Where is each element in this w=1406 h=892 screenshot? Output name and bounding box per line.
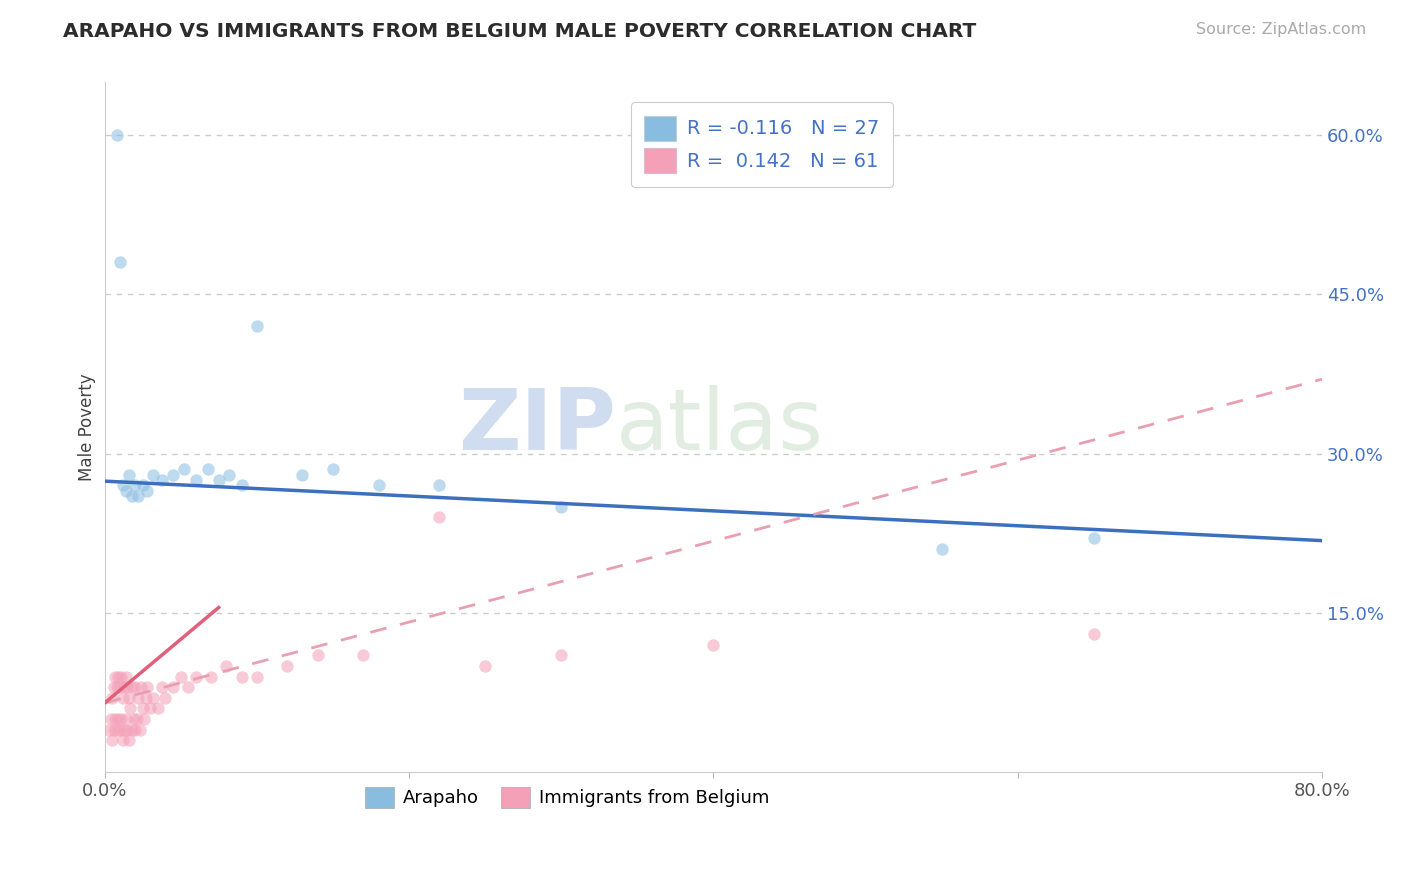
Point <box>218 467 240 482</box>
Point <box>550 500 572 514</box>
Point <box>702 638 724 652</box>
Point <box>136 680 159 694</box>
Point <box>124 478 146 492</box>
Point <box>1083 532 1105 546</box>
Point <box>118 690 141 705</box>
Point <box>474 659 496 673</box>
Point <box>152 680 174 694</box>
Point <box>231 669 253 683</box>
Point <box>110 669 132 683</box>
Y-axis label: Male Poverty: Male Poverty <box>79 373 96 481</box>
Point <box>162 467 184 482</box>
Point <box>101 690 124 705</box>
Point <box>112 680 135 694</box>
Point <box>105 128 128 142</box>
Point <box>170 669 193 683</box>
Point <box>162 680 184 694</box>
Point <box>131 478 153 492</box>
Point <box>108 723 131 737</box>
Point <box>105 680 128 694</box>
Point <box>98 723 121 737</box>
Point <box>115 483 138 498</box>
Point <box>142 690 165 705</box>
Point <box>124 723 146 737</box>
Point <box>215 659 238 673</box>
Point <box>125 712 148 726</box>
Point <box>352 648 374 663</box>
Point <box>197 462 219 476</box>
Text: ARAPAHO VS IMMIGRANTS FROM BELGIUM MALE POVERTY CORRELATION CHART: ARAPAHO VS IMMIGRANTS FROM BELGIUM MALE … <box>63 22 977 41</box>
Point <box>184 669 207 683</box>
Point <box>550 648 572 663</box>
Point <box>103 680 125 694</box>
Point <box>177 680 200 694</box>
Point <box>118 733 141 747</box>
Point <box>108 255 131 269</box>
Point <box>110 712 132 726</box>
Text: Source: ZipAtlas.com: Source: ZipAtlas.com <box>1197 22 1367 37</box>
Point <box>105 723 128 737</box>
Point <box>104 712 127 726</box>
Point <box>276 659 298 673</box>
Point <box>108 680 131 694</box>
Point <box>107 712 129 726</box>
Point <box>291 467 314 482</box>
Text: atlas: atlas <box>616 385 824 468</box>
Point <box>115 712 138 726</box>
Point <box>136 483 159 498</box>
Point <box>184 473 207 487</box>
Point <box>429 478 451 492</box>
Point <box>101 733 124 747</box>
Point <box>107 669 129 683</box>
Point <box>307 648 329 663</box>
Point <box>367 478 389 492</box>
Point <box>100 712 122 726</box>
Point <box>134 712 156 726</box>
Point <box>208 473 231 487</box>
Point <box>112 723 135 737</box>
Point <box>124 680 146 694</box>
Point <box>121 680 143 694</box>
Point <box>200 669 222 683</box>
Point <box>127 489 149 503</box>
Point <box>139 701 162 715</box>
Point <box>122 712 145 726</box>
Point <box>131 701 153 715</box>
Point <box>135 690 157 705</box>
Point <box>142 467 165 482</box>
Point <box>129 680 152 694</box>
Point <box>111 478 134 492</box>
Point <box>322 462 344 476</box>
Point <box>104 669 127 683</box>
Point <box>121 489 143 503</box>
Point <box>146 701 169 715</box>
Point <box>246 319 269 334</box>
Point <box>155 690 177 705</box>
Point <box>152 473 174 487</box>
Point <box>115 669 138 683</box>
Point <box>429 510 451 524</box>
Point <box>117 680 139 694</box>
Point <box>231 478 253 492</box>
Text: ZIP: ZIP <box>458 385 616 468</box>
Point <box>931 542 953 557</box>
Point <box>117 723 139 737</box>
Point <box>246 669 269 683</box>
Point <box>127 690 149 705</box>
Point <box>128 723 150 737</box>
Point <box>1083 627 1105 641</box>
Point <box>118 467 141 482</box>
Legend: Arapaho, Immigrants from Belgium: Arapaho, Immigrants from Belgium <box>359 780 776 814</box>
Point <box>111 690 134 705</box>
Point <box>173 462 195 476</box>
Point <box>120 701 142 715</box>
Point <box>121 723 143 737</box>
Point <box>103 723 125 737</box>
Point <box>111 733 134 747</box>
